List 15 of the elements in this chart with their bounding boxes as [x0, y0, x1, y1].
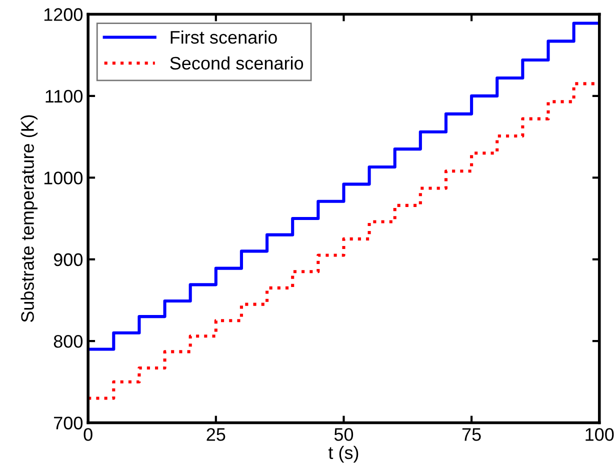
y-tick-label: 1000 — [44, 172, 83, 184]
y-tick-label: 700 — [54, 416, 83, 430]
legend-label: Second scenario — [170, 56, 304, 70]
x-tick-label: 75 — [462, 428, 481, 441]
x-tick-label: 50 — [334, 428, 354, 441]
x-tick-label: 0 — [84, 428, 92, 441]
x-tick-label: 25 — [206, 428, 226, 441]
y-tick-label: 900 — [54, 253, 83, 266]
legend-label: First scenario — [170, 30, 277, 44]
x-axis-title: t (s) — [328, 446, 358, 463]
y-tick-label: 1100 — [46, 90, 83, 103]
y-axis-title: Substrate temperature (K) — [20, 115, 38, 322]
y-tick-label: 800 — [54, 334, 83, 348]
x-tick-label: 100 — [586, 428, 614, 441]
y-tick-label: 1200 — [44, 8, 83, 21]
